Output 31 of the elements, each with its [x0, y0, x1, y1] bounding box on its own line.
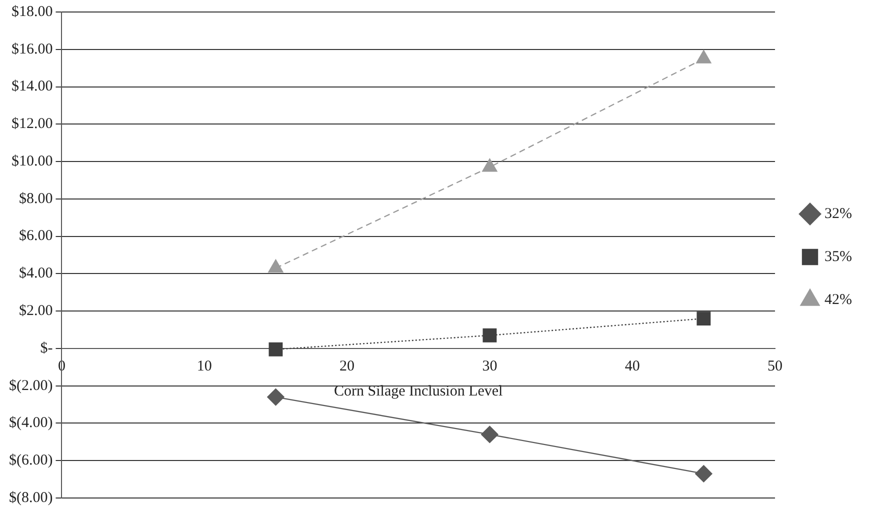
point: [482, 158, 498, 172]
legend-label: 35%: [824, 248, 852, 265]
point: [696, 312, 711, 326]
y-tick-label: $10.00: [11, 153, 53, 170]
y-tick-label: $8.00: [18, 190, 53, 207]
x-tick-label: 20: [340, 358, 355, 374]
y-tick-label: $4.00: [18, 266, 53, 282]
y-tick-label: $18.00: [11, 4, 53, 20]
x-tick-label: 40: [624, 358, 640, 374]
point: [267, 388, 284, 406]
legend-label: 42%: [824, 292, 852, 308]
y-tick-label: $2.00: [18, 303, 53, 320]
y-tick-label: $12.00: [11, 116, 53, 132]
y-tick-label: $(6.00): [8, 452, 53, 469]
legend-label: 32%: [824, 206, 852, 222]
y-tick-label: $6.00: [18, 228, 53, 244]
y-tick-label: $-: [40, 340, 53, 356]
y-tick-label: $(2.00): [8, 378, 53, 394]
x-tick-label: 10: [196, 358, 212, 374]
y-tick-label: $16.00: [11, 41, 53, 58]
point: [481, 426, 498, 444]
x-tick-label: 50: [768, 358, 783, 374]
y-tick-label: $(8.00): [8, 490, 53, 506]
y-tick-label: $(4.00): [8, 415, 53, 432]
y-tick-label: $14.00: [11, 78, 53, 95]
point: [268, 259, 284, 273]
point: [696, 50, 712, 64]
point: [482, 328, 497, 342]
point: [268, 342, 283, 356]
x-tick-label: 30: [482, 358, 498, 374]
point: [695, 465, 712, 482]
